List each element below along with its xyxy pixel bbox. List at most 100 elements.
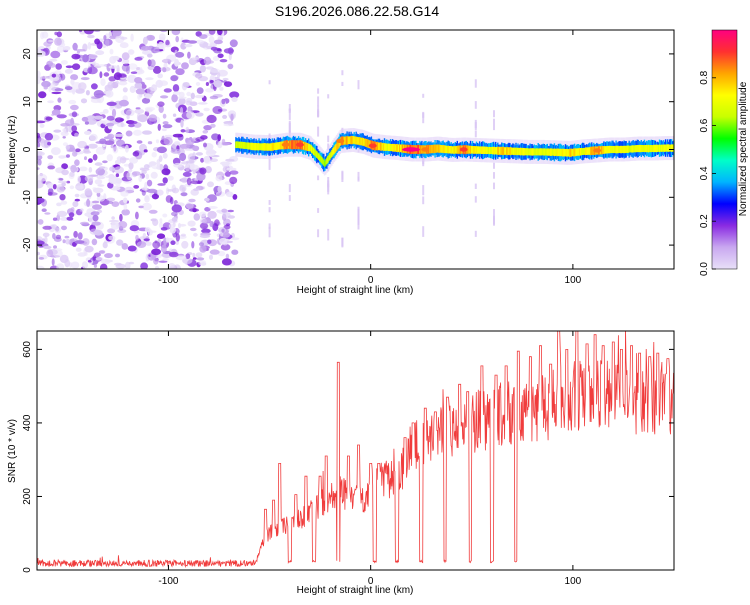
- noise-blob: [151, 193, 159, 200]
- trace-core: [537, 148, 539, 156]
- trace-core: [401, 144, 403, 153]
- trace-core: [528, 148, 530, 156]
- trace-core: [524, 148, 526, 156]
- spectrogram-x-tick-label: 100: [565, 275, 582, 286]
- trace-core: [634, 145, 636, 153]
- streak-segment: [474, 79, 477, 88]
- trace-core: [292, 140, 295, 150]
- trace-core: [587, 147, 589, 155]
- noise-blob: [107, 201, 114, 204]
- trace-core: [644, 145, 647, 153]
- noise-blob: [77, 140, 87, 149]
- noise-blob: [55, 167, 65, 174]
- noise-blob: [100, 78, 106, 86]
- snr-y-label: SNR (10 * v/v): [7, 419, 18, 483]
- noise-blob: [229, 170, 239, 175]
- trace-core: [611, 145, 613, 154]
- noise-blob: [135, 88, 146, 95]
- noise-blob: [153, 257, 159, 265]
- noise-blob: [181, 177, 188, 184]
- noise-blob: [62, 46, 71, 51]
- noise-blob: [173, 162, 183, 168]
- trace-core: [267, 143, 269, 151]
- trace-core: [456, 145, 458, 154]
- trace-core: [356, 136, 358, 145]
- noise-blob: [46, 249, 54, 258]
- noise-blob: [52, 217, 58, 221]
- noise-blob: [165, 187, 170, 195]
- noise-blob: [92, 187, 97, 190]
- trace-core: [457, 145, 459, 154]
- noise-blob: [191, 241, 195, 249]
- trace-core: [320, 155, 322, 163]
- trace-core: [338, 139, 340, 148]
- noise-blob: [59, 194, 66, 201]
- trace-core: [639, 144, 641, 153]
- spectrogram-x-tick-label: 0: [368, 275, 374, 286]
- noise-blob: [94, 38, 100, 45]
- noise-blob: [87, 115, 96, 120]
- noise-blob: [143, 238, 150, 242]
- noise-blob: [37, 70, 41, 78]
- noise-blob: [187, 153, 196, 162]
- noise-blob: [195, 73, 203, 79]
- noise-blob: [192, 252, 196, 259]
- trace-core: [655, 144, 658, 153]
- trace-core: [606, 146, 608, 154]
- streak-segment: [422, 226, 425, 237]
- trace-core: [490, 147, 492, 154]
- streak-segment: [327, 135, 330, 143]
- trace-core: [252, 142, 254, 151]
- spectrogram-y-tick-label: -20: [22, 237, 33, 252]
- noise-blob: [56, 202, 62, 207]
- noise-blob: [114, 159, 122, 165]
- trace-core: [383, 143, 386, 151]
- noise-blob: [107, 133, 115, 139]
- noise-blob: [51, 147, 61, 156]
- noise-blob: [102, 241, 108, 249]
- noise-blob: [75, 247, 82, 252]
- noise-blob: [162, 152, 168, 159]
- noise-blob: [217, 134, 221, 142]
- noise-blob: [156, 159, 161, 168]
- noise-blob: [144, 93, 152, 99]
- trace-core: [619, 145, 621, 153]
- trace-core: [378, 142, 381, 151]
- streak-segment: [327, 143, 330, 151]
- trace-core: [468, 145, 471, 154]
- noise-blob: [200, 157, 205, 163]
- trace-core: [589, 147, 591, 155]
- trace-core: [648, 145, 651, 152]
- noise-blob: [144, 195, 150, 200]
- noise-blob: [169, 251, 179, 258]
- noise-blob: [201, 218, 211, 224]
- noise-blob: [124, 261, 131, 269]
- trace-core: [438, 144, 440, 153]
- noise-blob: [123, 163, 130, 167]
- snr-x-tick-label: 100: [565, 576, 582, 587]
- noise-blob: [163, 88, 172, 93]
- streak-segment: [357, 217, 360, 230]
- trace-core: [491, 147, 493, 154]
- trace-core: [436, 144, 438, 153]
- noise-blob: [131, 171, 141, 177]
- trace-core: [243, 141, 245, 149]
- trace-core: [556, 148, 559, 157]
- trace-core: [433, 144, 435, 154]
- noise-blob: [209, 80, 214, 83]
- noise-blob: [105, 39, 110, 47]
- trace-core: [671, 144, 673, 152]
- noise-blob: [37, 76, 41, 85]
- noise-blob: [225, 158, 235, 162]
- trace-core: [256, 143, 258, 151]
- trace-core: [458, 145, 460, 154]
- trace-core: [241, 141, 243, 149]
- noise-blob: [157, 101, 165, 107]
- trace-core: [510, 147, 512, 156]
- noise-blob: [93, 115, 104, 120]
- trace-core: [607, 145, 609, 154]
- noise-blob: [110, 221, 120, 230]
- trace-core: [495, 147, 497, 155]
- noise-blob: [157, 41, 164, 50]
- trace-core: [328, 154, 330, 162]
